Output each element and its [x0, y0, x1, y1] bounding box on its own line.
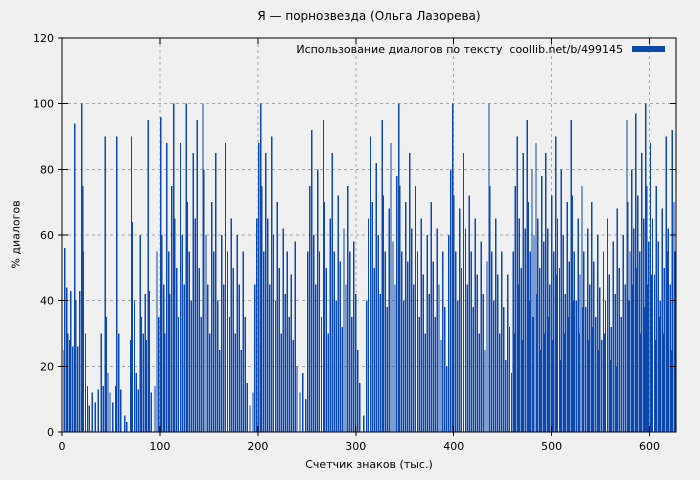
x-tick-label: 300: [345, 440, 366, 453]
y-axis-label: % диалогов: [9, 200, 23, 269]
y-tick-label: 0: [47, 426, 54, 439]
y-tick-label: 20: [40, 360, 54, 373]
y-tick-label: 60: [40, 229, 54, 242]
y-tick-label: 40: [40, 295, 54, 308]
legend-label: Использование диалогов по тексту coollib…: [296, 42, 623, 56]
y-tick-label: 100: [33, 98, 54, 111]
y-tick-label: 80: [40, 163, 54, 176]
x-tick-label: 200: [247, 440, 268, 453]
x-tick-label: 400: [443, 440, 464, 453]
chart-title: Я — порнозвезда (Ольга Лазорева): [257, 9, 481, 23]
x-tick-label: 100: [149, 440, 170, 453]
y-tick-label: 120: [33, 32, 54, 45]
x-tick-label: 600: [639, 440, 660, 453]
legend-line-swatch: [632, 46, 665, 52]
x-tick-label: 0: [59, 440, 66, 453]
x-tick-label: 500: [541, 440, 562, 453]
x-axis-label: Счетчик знаков (тыс.): [305, 458, 433, 471]
legend: Использование диалогов по тексту coollib…: [62, 42, 665, 56]
